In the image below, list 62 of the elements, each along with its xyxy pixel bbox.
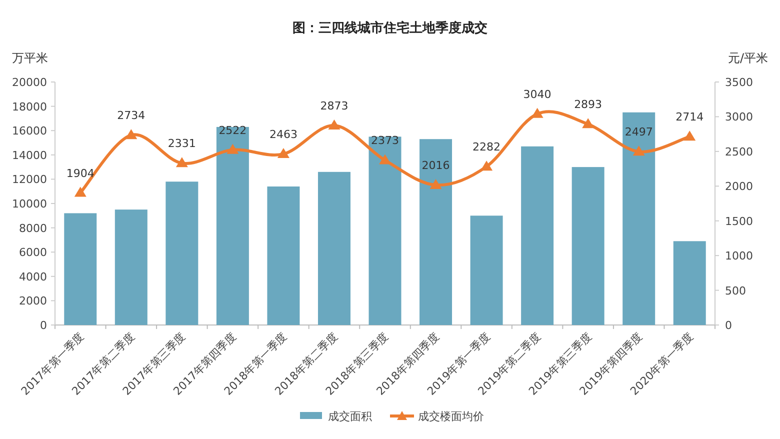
y-tick-label: 2000 [19, 294, 47, 308]
bar [673, 241, 706, 325]
point [480, 160, 493, 171]
y2-tick-label: 0 [725, 319, 732, 332]
y2-axis-title: 元/平米 [728, 51, 768, 65]
bar [572, 167, 604, 325]
data-label: 2714 [676, 110, 704, 124]
y-tick-label: 14000 [12, 148, 47, 162]
bar [420, 139, 452, 325]
point [74, 186, 86, 197]
y-tick-label: 10000 [12, 198, 47, 210]
y-tick-label: 0 [40, 319, 47, 332]
y-tick-label: 16000 [12, 124, 47, 138]
data-label: 2873 [320, 100, 348, 113]
y2-tick-label: 2000 [725, 180, 753, 194]
legend-label: 成交楼面均价 [418, 410, 484, 423]
y2-tick-label: 1000 [725, 250, 753, 263]
bar [470, 216, 503, 325]
y-tick-label: 6000 [19, 246, 47, 260]
y2-tick-label: 2500 [725, 145, 753, 158]
y-tick-label: 8000 [19, 222, 47, 235]
data-label: 2497 [624, 126, 653, 139]
bar [622, 112, 656, 325]
bar [114, 210, 148, 325]
data-label: 1904 [66, 166, 94, 180]
y2-tick-label: 1500 [725, 214, 753, 228]
bar [318, 172, 350, 325]
data-label: 2016 [422, 159, 450, 172]
bar [216, 126, 249, 325]
y2-tick-label: 3500 [725, 76, 753, 89]
data-label: 2463 [269, 128, 298, 141]
y-tick-label: 4000 [19, 270, 47, 284]
bar [166, 182, 198, 325]
data-label: 2522 [218, 124, 247, 137]
data-label: 2893 [574, 98, 602, 112]
point [125, 129, 138, 140]
chart-title: 图：三四线城市住宅土地季度成交 [292, 20, 488, 36]
point [176, 157, 188, 168]
legend-label: 成交面积 [328, 410, 372, 423]
y2-tick-label: 3000 [725, 110, 753, 124]
point [684, 130, 696, 141]
data-label: 2373 [371, 134, 399, 148]
point [632, 146, 645, 156]
y-axis-title: 万平米 [12, 51, 48, 65]
data-label: 2282 [472, 140, 501, 154]
data-label: 2331 [168, 137, 196, 150]
bar [521, 146, 554, 325]
y2-tick-label: 500 [725, 284, 746, 298]
point [430, 179, 442, 190]
point [379, 154, 391, 164]
y-tick-label: 12000 [12, 173, 47, 186]
point [277, 148, 290, 158]
bar [267, 186, 300, 325]
data-label: 3040 [523, 88, 552, 101]
bar [64, 213, 97, 325]
bar [368, 136, 402, 325]
point [328, 120, 340, 130]
point [582, 118, 594, 128]
y-tick-label: 18000 [12, 100, 47, 114]
point [226, 144, 239, 154]
data-label: 2734 [117, 109, 146, 122]
y-tick-label: 20000 [12, 76, 47, 89]
